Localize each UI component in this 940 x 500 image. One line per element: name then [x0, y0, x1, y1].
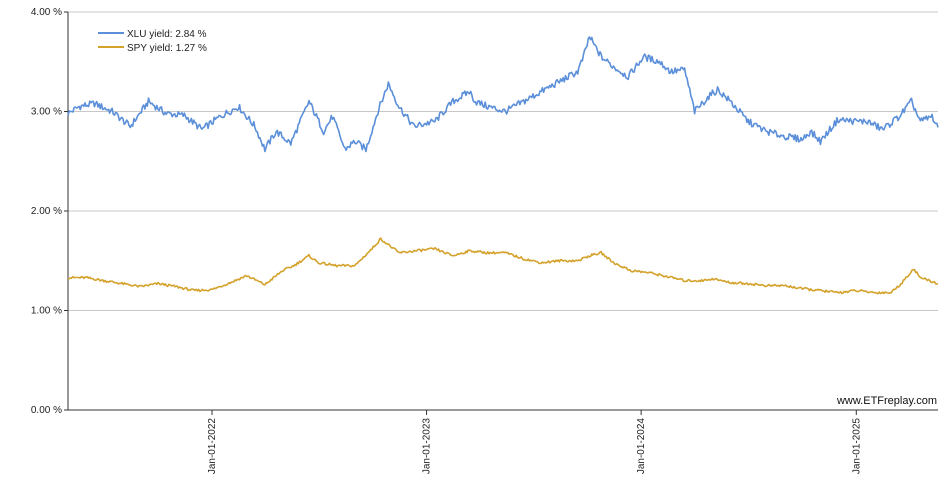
grid-layer [68, 11, 938, 411]
axis-layer: 0.00 % 1.00 % 2.00 % 3.00 % 4.00 % Jan-01-202… [31, 7, 938, 474]
y-tick-label: 4.00 % [31, 7, 62, 18]
watermark: www.ETFreplay.com [836, 395, 937, 407]
series-layer [67, 36, 939, 295]
series-line-xlu [67, 36, 939, 153]
y-tick-label: 0.00 % [31, 405, 62, 416]
y-tick-label: 2.00 % [31, 206, 62, 217]
y-tick-label: 1.00 % [31, 306, 62, 317]
x-tick-label: Jan-01-2024 [636, 418, 647, 475]
series-line-spy [67, 237, 939, 295]
x-tick-label: Jan-01-2025 [851, 418, 862, 475]
x-tick-label: Jan-01-2022 [207, 418, 218, 475]
legend: XLU yield: 2.84 % SPY yield: 1.27 % [98, 29, 207, 54]
legend-label-spy: SPY yield: 1.27 % [127, 43, 207, 54]
y-tick-label: 3.00 % [31, 107, 62, 118]
x-tick-label: Jan-01-2023 [422, 418, 433, 475]
legend-label-xlu: XLU yield: 2.84 % [127, 29, 207, 40]
